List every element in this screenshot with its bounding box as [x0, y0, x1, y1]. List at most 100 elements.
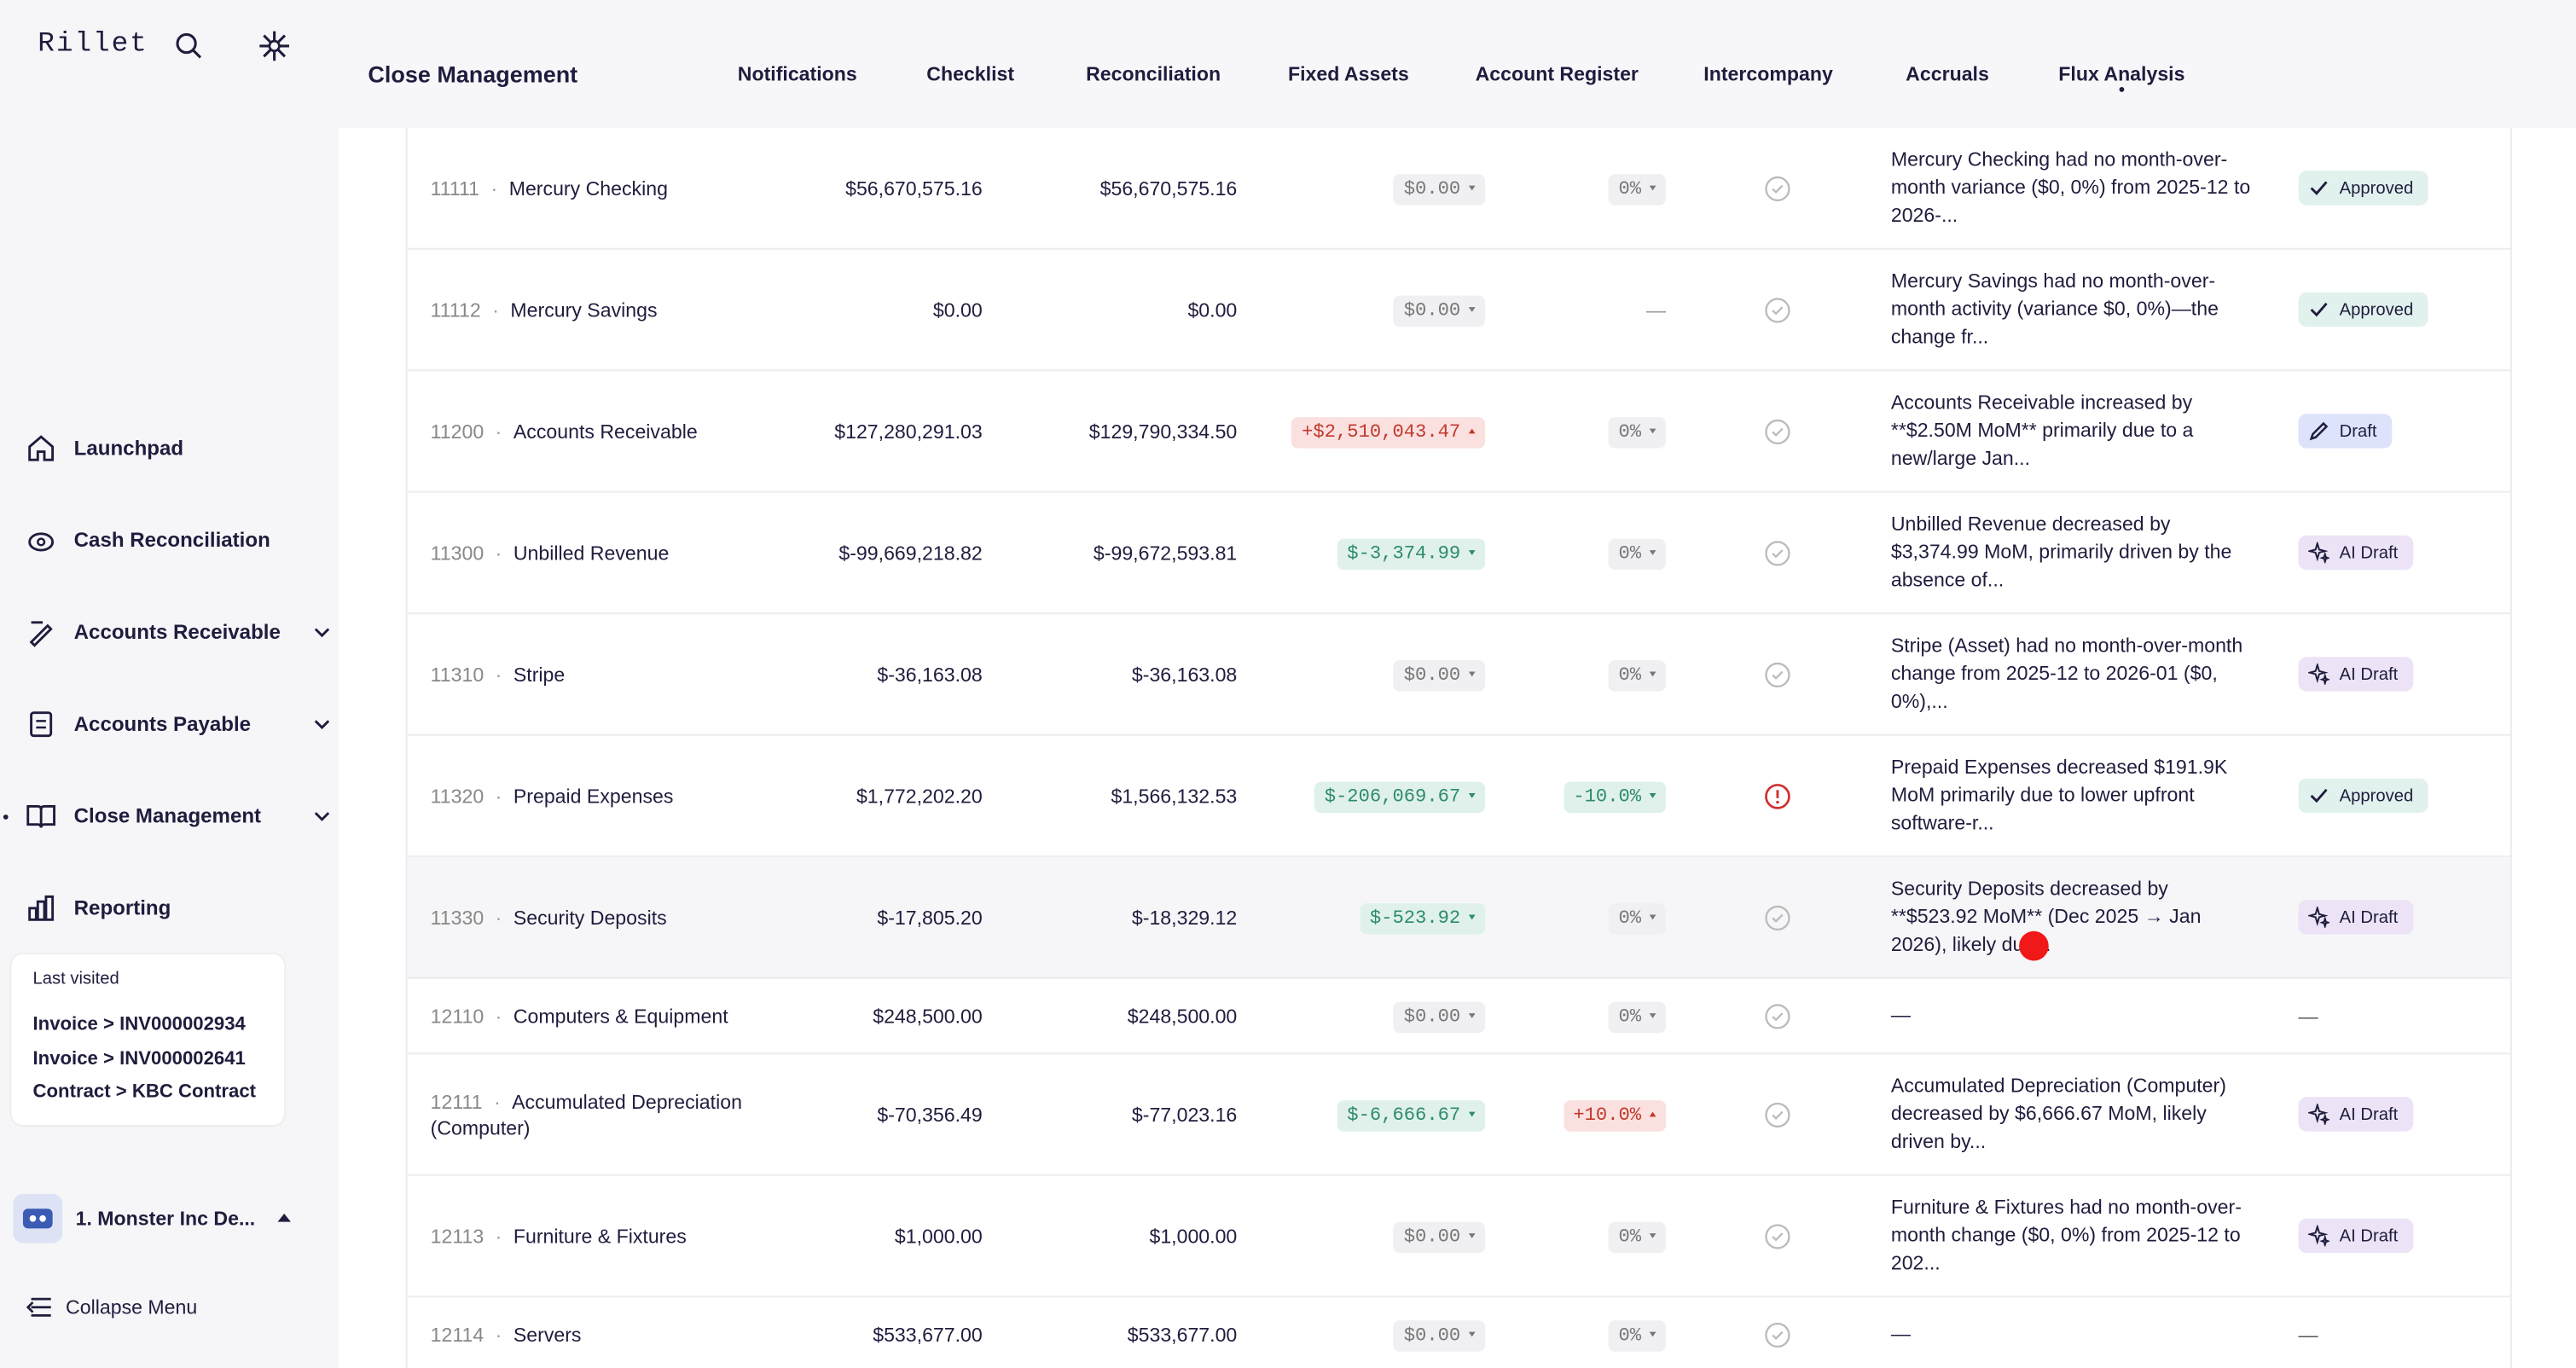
commentary: Furniture & Fixtures had no month-over-m…: [1890, 1195, 2242, 1275]
table-row: 11320 · Prepaid Expenses $1,772,202.20 $1,56…: [407, 736, 2510, 858]
nav-tab[interactable]: Notifications: [737, 62, 857, 86]
status-icon: [1765, 297, 1791, 323]
status-icon: [1765, 1003, 1791, 1029]
pct-cell: 0%: [1608, 538, 1666, 571]
variance-cell: $-206,069.67: [1314, 781, 1486, 814]
prior-balance: $1,000.00: [894, 1224, 983, 1248]
status-badge[interactable]: AI Draft: [2298, 535, 2413, 571]
variance-cell: $0.00: [1394, 174, 1486, 206]
recent-link[interactable]: Contract > KBC Contract: [32, 1081, 257, 1103]
account-name[interactable]: Prepaid Expenses: [513, 784, 674, 808]
account-name[interactable]: Mercury Savings: [510, 298, 658, 322]
badge-empty: —: [2298, 1004, 2318, 1028]
nav-tab[interactable]: Reconciliation: [1086, 62, 1221, 86]
variance-cell: $0.00: [1394, 295, 1486, 328]
prior-balance: $127,280,291.03: [834, 419, 983, 443]
current-balance: $-18,329.12: [1131, 905, 1238, 929]
account-name[interactable]: Security Deposits: [513, 905, 667, 929]
pct-chip[interactable]: 0%: [1608, 1221, 1666, 1254]
variance-chip[interactable]: $0.00: [1394, 174, 1486, 206]
nav-item[interactable]: Accounts Receivable: [26, 617, 332, 647]
collapse-menu[interactable]: Collapse Menu: [26, 1296, 197, 1319]
pct-chip[interactable]: 0%: [1608, 417, 1666, 449]
variance-chip[interactable]: $0.00: [1394, 1221, 1486, 1254]
status-badge[interactable]: Draft: [2298, 414, 2392, 449]
collapse-label: Collapse Menu: [66, 1296, 198, 1319]
last-visited-title: Last visited: [32, 969, 119, 989]
badge-label: Approved: [2339, 299, 2414, 320]
account-name[interactable]: Servers: [513, 1323, 582, 1347]
status-badge[interactable]: AI Draft: [2298, 1218, 2413, 1254]
nav-item[interactable]: Reporting: [26, 894, 332, 924]
nav-tab[interactable]: Fixed Assets: [1287, 62, 1409, 86]
commentary: Security Deposits decreased by **$523.92…: [1890, 877, 2202, 956]
variance-chip[interactable]: $0.00: [1394, 1320, 1486, 1352]
pct-chip[interactable]: +10.0%: [1563, 1100, 1666, 1132]
variance-chip[interactable]: $0.00: [1394, 1001, 1486, 1034]
nav-item[interactable]: Close Management: [26, 802, 332, 832]
account-name[interactable]: Furniture & Fixtures: [513, 1224, 687, 1248]
header: Close Management Notifications Checklist R…: [338, 0, 2576, 129]
variance-chip[interactable]: +$2,510,043.47: [1291, 417, 1486, 449]
ai-icon[interactable]: [258, 30, 291, 63]
nav-tab[interactable]: Flux Analysis: [2058, 62, 2185, 86]
pct-chip[interactable]: 0%: [1608, 660, 1666, 692]
account-number: 12110: [430, 1004, 484, 1028]
commentary: —: [1890, 1322, 1911, 1346]
status-badge[interactable]: Approved: [2298, 778, 2428, 814]
nav-tab[interactable]: Account Register: [1475, 62, 1639, 86]
nav-item[interactable]: Cash Reconciliation: [26, 525, 332, 555]
pct-chip[interactable]: 0%: [1608, 174, 1666, 206]
account-cell: 11330 · Security Deposits: [430, 905, 667, 929]
pct-chip[interactable]: -10.0%: [1563, 781, 1666, 814]
account-name[interactable]: Accounts Receivable: [513, 419, 698, 443]
account-name[interactable]: Computers & Equipment: [513, 1004, 728, 1028]
account-name[interactable]: Unbilled Revenue: [513, 541, 670, 565]
account-name[interactable]: Mercury Checking: [508, 176, 668, 200]
status-badge[interactable]: AI Draft: [2298, 1097, 2413, 1132]
badge-label: Draft: [2339, 420, 2377, 442]
table-row: 12113 · Furniture & Fixtures $1,000.00 $1,00…: [407, 1176, 2510, 1298]
account-number: 12113: [430, 1224, 484, 1248]
account-number: 11320: [430, 784, 484, 808]
variance-chip[interactable]: $0.00: [1394, 660, 1486, 692]
nav-tab[interactable]: Intercompany: [1703, 62, 1833, 86]
status-badge[interactable]: AI Draft: [2298, 657, 2413, 692]
commentary: Accumulated Depreciation (Computer) decr…: [1890, 1074, 2226, 1153]
account-name[interactable]: Accumulated Depreciation (Computer): [430, 1089, 742, 1139]
nav-tab[interactable]: Checklist: [926, 62, 1015, 86]
prior-balance: $-36,163.08: [877, 662, 983, 686]
variance-chip[interactable]: $-3,374.99: [1337, 538, 1486, 571]
current-balance: $-77,023.16: [1131, 1103, 1238, 1126]
variance-chip[interactable]: $-523.92: [1360, 903, 1486, 935]
status-badge[interactable]: AI Draft: [2298, 900, 2413, 935]
pct-chip[interactable]: 0%: [1608, 1320, 1666, 1352]
nav-item[interactable]: Accounts Payable: [26, 710, 332, 739]
workspace[interactable]: 1. Monster Inc De...: [13, 1193, 292, 1243]
account-cell: 11310 · Stripe: [430, 662, 566, 686]
current-balance: $248,500.00: [1127, 1004, 1238, 1028]
search-icon[interactable]: [174, 32, 204, 61]
nav-item[interactable]: Launchpad: [26, 433, 332, 463]
status-icon: [1765, 540, 1791, 566]
status-badge[interactable]: Approved: [2298, 292, 2428, 328]
variance-chip[interactable]: $-206,069.67: [1314, 781, 1486, 814]
pct-chip[interactable]: 0%: [1608, 538, 1666, 571]
commentary: —: [1890, 1003, 1911, 1027]
recent-link[interactable]: Invoice > INV000002934: [32, 1015, 246, 1035]
status-badge[interactable]: Approved: [2298, 171, 2428, 206]
variance-cell: $0.00: [1394, 1221, 1486, 1254]
commentary: Prepaid Expenses decreased $191.9K MoM p…: [1890, 755, 2228, 835]
pct-chip[interactable]: 0%: [1608, 903, 1666, 935]
account-cell: 11111 · Mercury Checking: [430, 176, 668, 200]
pct-chip[interactable]: 0%: [1608, 1001, 1666, 1034]
badge-label: AI Draft: [2339, 907, 2399, 927]
sidebar: Rillet Launchpad Cash Reconciliation Accou…: [0, 0, 339, 1368]
account-name[interactable]: Stripe: [513, 662, 566, 686]
nav-tab[interactable]: Accruals: [1906, 62, 1989, 86]
recent-link[interactable]: Invoice > INV000002641: [32, 1049, 246, 1069]
variance-chip[interactable]: $-6,666.67: [1337, 1100, 1486, 1132]
prior-balance: $56,670,575.16: [845, 176, 983, 200]
variance-chip[interactable]: $0.00: [1394, 295, 1486, 328]
account-number: 11112: [430, 298, 481, 322]
